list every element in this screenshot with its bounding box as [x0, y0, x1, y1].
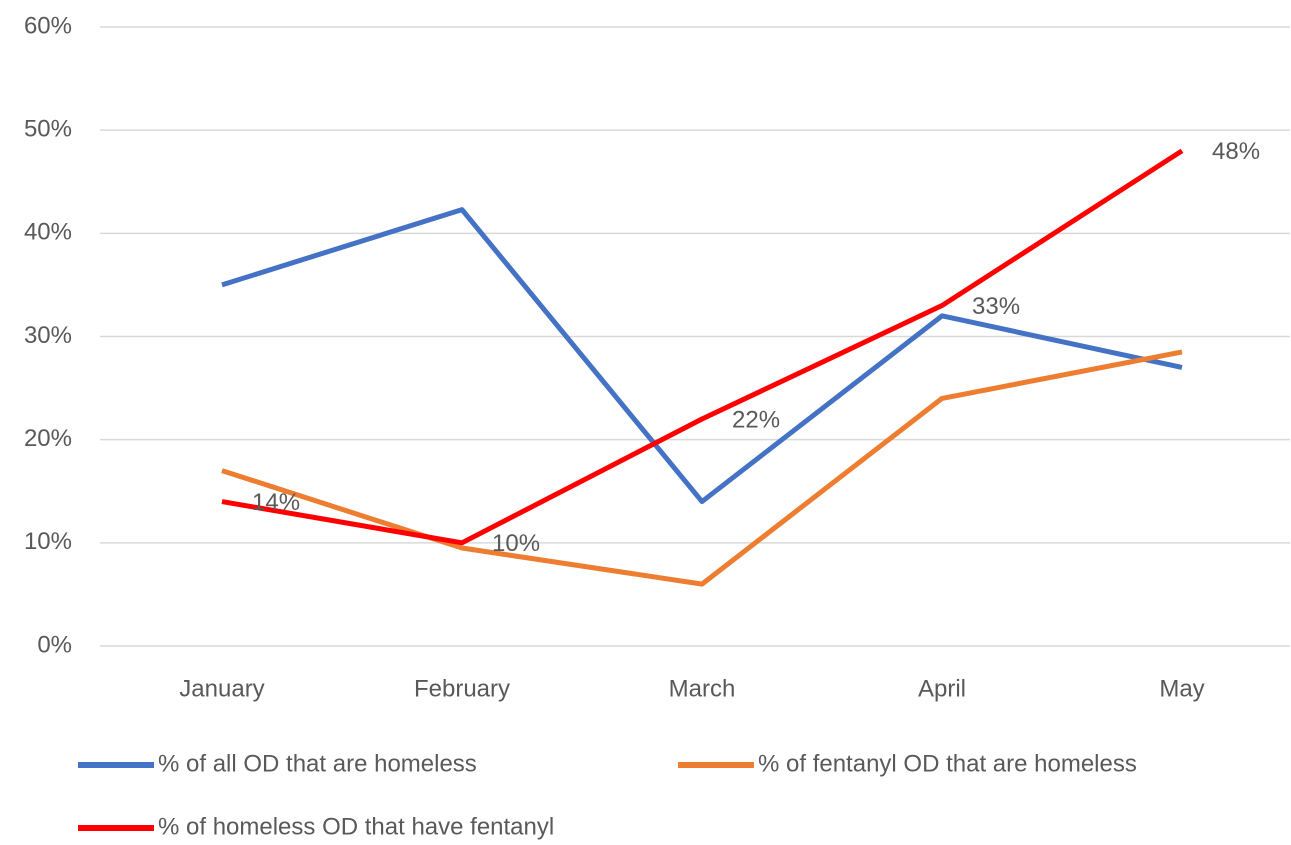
x-tick-label: March [669, 675, 736, 702]
legend-label: % of homeless OD that have fentanyl [158, 813, 554, 840]
series-line [221, 148, 1184, 546]
legend-label: % of fentanyl OD that are homeless [758, 750, 1137, 777]
y-tick-label: 60% [24, 12, 72, 39]
series-line [221, 207, 1183, 505]
x-tick-label: May [1159, 675, 1204, 702]
y-tick-label: 0% [37, 631, 72, 658]
series-line [221, 349, 1183, 587]
y-tick-label: 30% [24, 322, 72, 349]
y-tick-label: 50% [24, 116, 72, 143]
data-label: 22% [732, 406, 780, 433]
x-tick-label: January [179, 675, 264, 702]
data-label: 33% [972, 293, 1020, 320]
y-tick-label: 10% [24, 528, 72, 555]
y-tick-label: 20% [24, 425, 72, 452]
data-label: 10% [492, 530, 540, 557]
data-label: 14% [252, 489, 300, 516]
x-tick-label: February [414, 675, 510, 702]
data-label: 48% [1212, 138, 1260, 165]
x-tick-label: April [918, 675, 966, 702]
legend-label: % of all OD that are homeless [158, 750, 477, 777]
y-tick-label: 40% [24, 219, 72, 246]
